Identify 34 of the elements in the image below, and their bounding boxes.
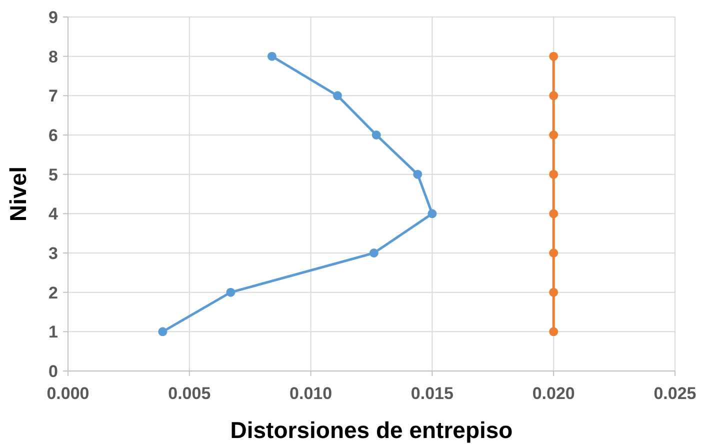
y-tick-label: 9 — [48, 8, 58, 27]
x-tick-label: 0.000 — [46, 384, 90, 403]
x-tick-label: 0.010 — [290, 384, 332, 403]
x-tick-label: 0.020 — [532, 384, 575, 403]
y-tick-label: 4 — [48, 204, 59, 224]
point — [549, 130, 558, 140]
y-tick-label: 7 — [48, 86, 58, 106]
x-tick-label: 0.005 — [168, 384, 211, 403]
point — [372, 130, 381, 140]
point — [549, 91, 558, 100]
y-tick-label: 6 — [48, 126, 58, 145]
point — [549, 327, 558, 336]
point — [549, 52, 558, 61]
point — [413, 170, 422, 179]
y-tick-label: 1 — [48, 322, 58, 342]
y-tick-label: 8 — [48, 47, 58, 66]
point — [549, 288, 558, 297]
point — [549, 248, 558, 258]
point — [369, 248, 378, 258]
x-tick-label: 0.015 — [410, 384, 454, 403]
point — [333, 91, 342, 100]
y-tick-label: 3 — [48, 244, 58, 263]
y-tick-label: 5 — [48, 165, 58, 184]
x-axis-title: Distorsiones de entrepiso — [230, 417, 513, 443]
point — [158, 327, 168, 336]
point — [549, 170, 558, 179]
x-tick-label: 0.025 — [654, 384, 696, 403]
point — [267, 52, 276, 61]
point — [428, 209, 437, 218]
point — [549, 209, 558, 218]
point — [226, 288, 236, 297]
y-axis-title: Nivel — [5, 166, 32, 222]
y-tick-label: 2 — [48, 283, 58, 302]
y-tick-label: 0 — [48, 362, 58, 381]
